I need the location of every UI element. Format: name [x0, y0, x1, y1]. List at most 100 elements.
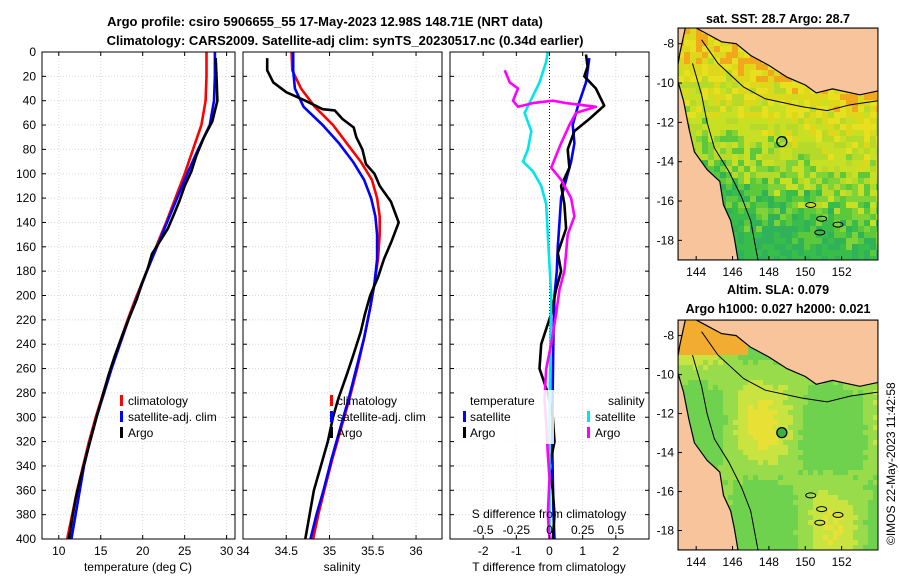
map-cell [786, 136, 792, 142]
map-cell [864, 220, 870, 226]
map-cell [698, 445, 703, 450]
map-cell [690, 124, 696, 130]
map-cell [714, 106, 720, 112]
map-cell [720, 124, 726, 130]
map-cell [793, 530, 798, 535]
map-cell [846, 256, 852, 260]
map-cell [780, 136, 786, 142]
map-cell [798, 430, 803, 435]
map-cell [843, 445, 848, 450]
map-cell [870, 256, 876, 260]
map-cell [768, 82, 774, 88]
map-cell [803, 390, 808, 395]
x-tick-label: 0 [546, 544, 553, 558]
map-cell [853, 520, 858, 525]
map-cell [743, 395, 748, 400]
map-cell [723, 430, 728, 435]
map-cell [713, 350, 718, 355]
map-cell [834, 178, 840, 184]
map-cell [733, 465, 738, 470]
map-cell [702, 64, 708, 70]
map-cell [864, 190, 870, 196]
map-cell [828, 530, 833, 535]
map-cell [738, 445, 743, 450]
map-cell [778, 535, 783, 540]
map-x-tick-label: 148 [759, 555, 779, 569]
map-cell [818, 525, 823, 530]
map-cell [688, 360, 693, 365]
map-cell [756, 106, 762, 112]
map-cell [702, 70, 708, 76]
map-cell [774, 226, 780, 232]
map-cell [853, 545, 858, 550]
map-cell [788, 420, 793, 425]
map-cell [773, 480, 778, 485]
map-cell [773, 385, 778, 390]
map-cell [743, 365, 748, 370]
map-cell [762, 100, 768, 106]
map-cell [804, 250, 810, 256]
map-cell [768, 160, 774, 166]
map-cell [750, 208, 756, 214]
map-cell [786, 154, 792, 160]
map-cell [848, 525, 853, 530]
map-cell [798, 520, 803, 525]
map-cell [828, 410, 833, 415]
map-cell [773, 540, 778, 545]
map-cell [778, 500, 783, 505]
map-cell [858, 460, 863, 465]
legend-label-argo: Argo [337, 426, 363, 440]
map-cell [753, 400, 758, 405]
map-cell [678, 375, 683, 380]
map-cell [768, 244, 774, 250]
map-cell [804, 118, 810, 124]
map-cell [793, 380, 798, 385]
map-cell [708, 94, 714, 100]
map-cell [763, 510, 768, 515]
map-cell [816, 100, 822, 106]
map-cell [773, 380, 778, 385]
map-cell [723, 460, 728, 465]
map-cell [858, 184, 864, 190]
map-cell [683, 350, 688, 355]
map-cell [788, 435, 793, 440]
map-cell [823, 385, 828, 390]
map-cell [763, 545, 768, 550]
map-cell [798, 390, 803, 395]
map-cell [822, 226, 828, 232]
map-cell [744, 58, 750, 64]
map-cell [698, 325, 703, 330]
map-cell [804, 202, 810, 208]
map-cell [798, 420, 803, 425]
map-cell [808, 500, 813, 505]
map-cell [863, 455, 868, 460]
map-cell [834, 100, 840, 106]
map-cell [783, 470, 788, 475]
map-cell [843, 545, 848, 550]
map-cell [803, 510, 808, 515]
map-cell [702, 40, 708, 46]
map-cell [690, 136, 696, 142]
y-tick-label: 140 [16, 215, 36, 229]
map-cell [763, 415, 768, 420]
map-x-tick-label: 144 [686, 265, 706, 279]
map-cell [744, 154, 750, 160]
map-x-tick-label: 152 [832, 555, 852, 569]
map-cell [693, 385, 698, 390]
map-cell [823, 530, 828, 535]
map-cell [738, 535, 743, 540]
map-cell [828, 525, 833, 530]
map-cell [750, 148, 756, 154]
map-cell [808, 480, 813, 485]
map-cell [858, 445, 863, 450]
map-cell [763, 465, 768, 470]
map-cell [793, 540, 798, 545]
map-cell [828, 142, 834, 148]
map-cell [774, 208, 780, 214]
map-cell [786, 256, 792, 260]
map-cell [813, 385, 818, 390]
map-cell [703, 350, 708, 355]
map-cell [828, 118, 834, 124]
map-cell [690, 106, 696, 112]
map-cell [834, 88, 840, 94]
